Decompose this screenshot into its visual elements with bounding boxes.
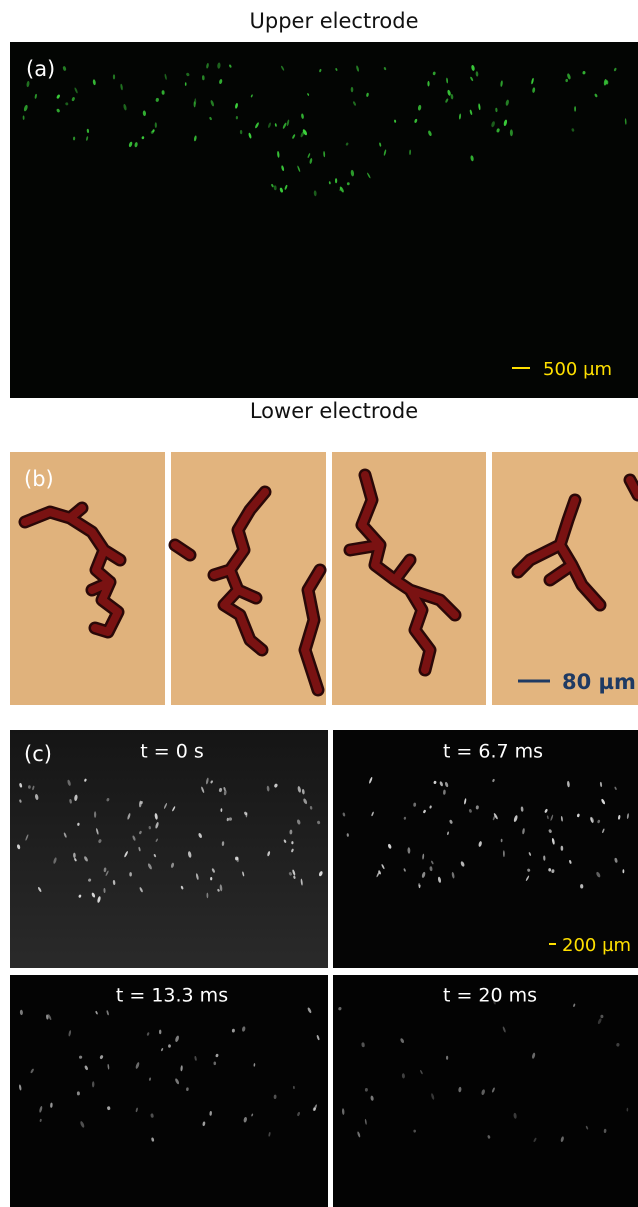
micrograph [171,452,326,705]
panel-label: (c) [24,742,52,766]
frame-image [333,975,638,1207]
particle [623,869,625,873]
frame-time: t = 0 s [140,741,203,763]
particle [194,98,196,104]
particle [159,1030,161,1035]
scale-label: 80 µm [562,670,636,694]
fluorescence-image [10,42,638,398]
panel-label: (b) [24,467,54,491]
frame-time: t = 6.7 ms [443,741,543,763]
frame-time: t = 20 ms [443,985,537,1007]
particle [574,106,576,112]
panel-title: Upper electrode [250,9,419,33]
figure: Upper electrode (a) 500 µm Lower electro… [0,0,638,1207]
frame-image [333,730,638,968]
particle [185,82,187,86]
frame-time: t = 13.3 ms [116,985,228,1007]
frame-image [10,975,328,1207]
frame-image [10,730,328,968]
scale-label: 500 µm [543,359,612,380]
particle [427,81,429,87]
panel-label: (a) [26,57,55,81]
micrograph [492,452,638,705]
scale-label: 200 µm [562,935,631,956]
particle [94,811,96,818]
panel-footer: Lower electrode [250,399,418,423]
micrograph [332,452,486,705]
particle [113,74,115,79]
